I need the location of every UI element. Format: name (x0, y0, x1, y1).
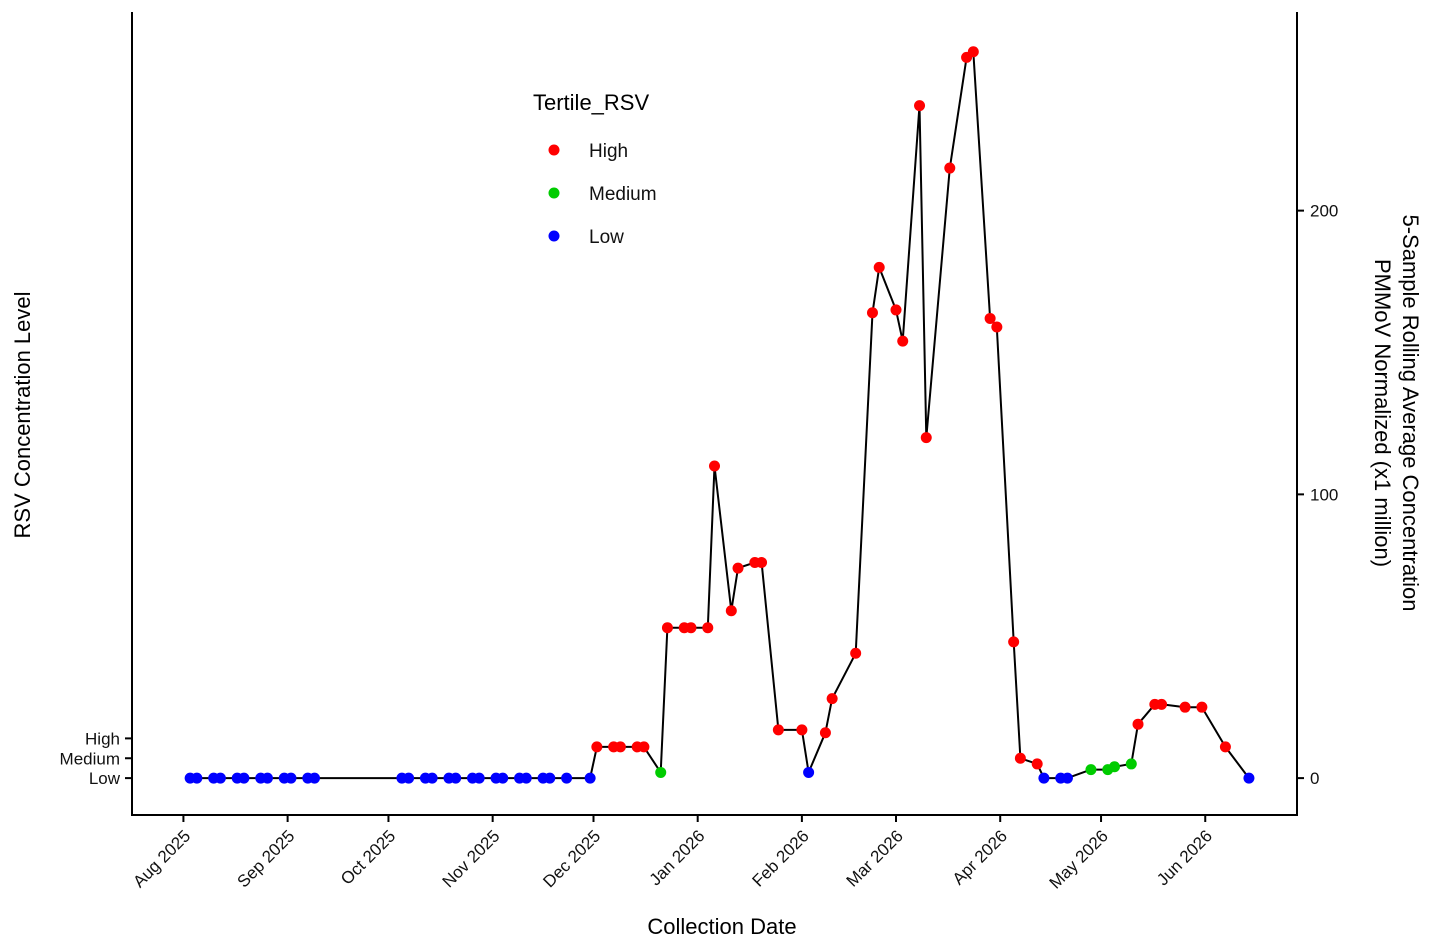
data-point-high (1179, 701, 1191, 713)
left-axis-title: RSV Concentration Level (10, 291, 35, 538)
data-point-high (1219, 741, 1231, 753)
data-point-low (238, 772, 250, 784)
right-axis-ticks: 0 100 200 (1297, 202, 1338, 788)
data-point-high (685, 622, 697, 634)
data-point-low (473, 772, 485, 784)
data-point-high (944, 162, 956, 174)
data-point-high (756, 556, 768, 568)
data-point-low (1243, 772, 1255, 784)
data-point-low (497, 772, 509, 784)
data-point-high (920, 432, 932, 444)
legend-label-medium: Medium (589, 184, 657, 205)
data-point-high (826, 693, 838, 705)
data-point-high (897, 335, 909, 347)
legend-label-high: High (589, 141, 628, 162)
x-axis-tick-labels: Aug 2025 Sep 2025 Oct 2025 Nov 2025 Dec 2025… (129, 826, 1216, 892)
data-point-low (214, 772, 226, 784)
data-points (184, 46, 1255, 784)
data-point-low (1061, 772, 1073, 784)
right-tick-label: 0 (1310, 769, 1319, 788)
data-point-low (561, 772, 573, 784)
data-point-low (191, 772, 203, 784)
data-point-low (803, 766, 815, 778)
data-point-high (984, 312, 996, 324)
data-point-high (1132, 718, 1144, 730)
x-tick-label: Jun 2026 (1153, 826, 1216, 889)
data-point-high (591, 741, 603, 753)
legend-key-medium (548, 187, 560, 199)
left-tick-label: Low (89, 769, 121, 788)
right-axis-title-line2: PMMoV Normalized (x1 million) (1370, 259, 1395, 567)
data-point-high (914, 100, 926, 112)
x-tick-label: Nov 2025 (439, 826, 504, 891)
right-tick-label: 200 (1310, 202, 1338, 221)
data-point-high (890, 304, 902, 316)
legend-title: Tertile_RSV (533, 90, 649, 115)
x-tick-label: Aug 2025 (129, 826, 194, 891)
data-point-high (967, 46, 979, 58)
data-point-high (850, 647, 862, 659)
data-point-high (702, 622, 714, 634)
legend-key-low (548, 230, 560, 242)
data-point-high (796, 724, 808, 736)
data-point-high (725, 605, 737, 617)
x-tick-marks (182, 815, 1207, 822)
left-tick-label: Medium (60, 749, 120, 768)
x-tick-label: Apr 2026 (949, 826, 1011, 888)
data-point-high (866, 307, 878, 319)
data-point-low (285, 772, 297, 784)
x-tick-label: Sep 2025 (234, 826, 299, 891)
x-tick-label: Mar 2026 (843, 826, 907, 890)
x-axis-title: Collection Date (647, 914, 796, 939)
data-point-medium (1108, 761, 1120, 773)
legend-key-high (548, 144, 560, 156)
data-point-high (819, 727, 831, 739)
series-line (190, 50, 1250, 780)
data-point-medium (1085, 764, 1097, 776)
data-point-high (661, 622, 673, 634)
data-point-low (450, 772, 462, 784)
data-point-low (520, 772, 532, 784)
right-axis-title-line1: 5-Sample Rolling Average Concentration (1398, 214, 1423, 611)
data-point-high (1031, 758, 1043, 770)
data-point-low (584, 772, 596, 784)
data-point-high (709, 460, 720, 472)
data-point-high (1014, 752, 1026, 764)
data-point-high (614, 741, 626, 753)
data-point-high (732, 562, 744, 574)
data-point-medium (655, 766, 667, 778)
data-point-medium (1125, 758, 1137, 770)
data-point-low (261, 772, 273, 784)
data-point-high (772, 724, 784, 736)
x-tick-label: May 2026 (1046, 826, 1112, 892)
x-tick-label: Oct 2025 (337, 826, 399, 888)
x-tick-label: Dec 2025 (539, 826, 604, 891)
data-point-low (426, 772, 438, 784)
left-tick-label: High (85, 729, 120, 748)
data-point-low (1038, 772, 1050, 784)
data-point-high (1156, 698, 1168, 710)
right-tick-label: 100 (1310, 485, 1338, 504)
data-point-high (991, 321, 1003, 333)
data-point-high (873, 261, 885, 273)
data-point-low (309, 772, 321, 784)
data-point-low (544, 772, 556, 784)
data-point-low (403, 772, 415, 784)
data-point-high (1196, 701, 1208, 713)
legend: Tertile_RSV High Medium Low (533, 90, 657, 248)
x-tick-label: Feb 2026 (748, 826, 812, 890)
data-point-high (638, 741, 650, 753)
x-tick-label: Jan 2026 (646, 826, 709, 889)
legend-label-low: Low (589, 227, 624, 248)
data-point-high (1008, 636, 1020, 648)
